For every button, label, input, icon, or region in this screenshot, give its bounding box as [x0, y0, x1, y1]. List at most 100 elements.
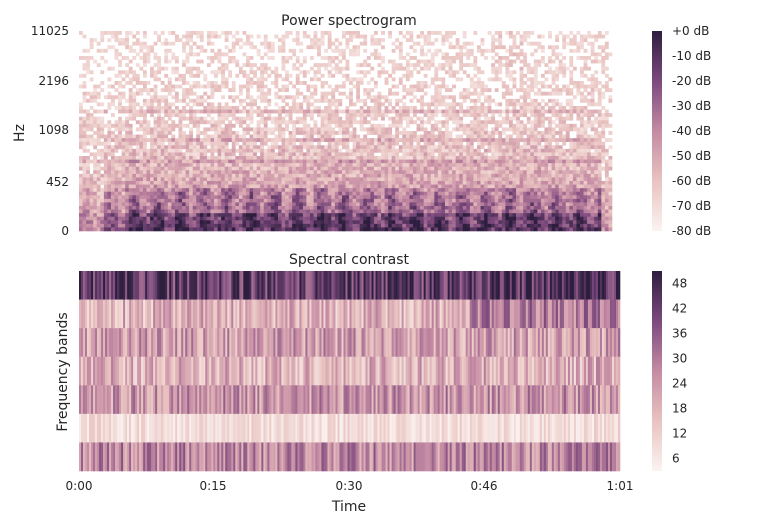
- spectrogram-cell: [242, 31, 247, 35]
- spectrogram-cell: [270, 220, 275, 225]
- spectrogram-cell: [381, 173, 385, 178]
- spectrogram-cell: [128, 59, 133, 64]
- spectrogram-cell: [253, 216, 257, 221]
- spectrogram-cell: [452, 98, 456, 103]
- spectrogram-cell: [256, 213, 261, 218]
- spectrogram-cell: [473, 63, 478, 68]
- spectrogram-cell: [459, 116, 464, 121]
- spectrogram-cell: [366, 209, 371, 214]
- spectrogram-cell: [423, 206, 428, 210]
- spectrogram-cell: [473, 170, 478, 175]
- spectrogram-cell: [409, 116, 414, 121]
- spectrogram-cell: [320, 213, 325, 218]
- spectrogram-cell: [288, 113, 293, 118]
- spectrogram-cell: [476, 213, 481, 218]
- spectrogram-cell: [356, 159, 361, 164]
- spectrogram-cell: [366, 184, 371, 189]
- spectrogram-cell: [459, 127, 464, 132]
- spectrogram-cell: [167, 41, 172, 46]
- spectrogram-cell: [178, 98, 183, 103]
- spectrogram-cell: [118, 141, 122, 146]
- spectrogram-cell: [221, 70, 225, 75]
- spectrogram-cell: [487, 206, 492, 210]
- spectrogram-cell: [466, 202, 471, 207]
- spectrogram-cell: [157, 227, 162, 232]
- spectrogram-cell: [341, 202, 346, 207]
- spectrogram-cell: [484, 213, 488, 218]
- spectrogram-cell: [189, 216, 193, 221]
- spectrogram-cell: [167, 127, 172, 132]
- spectrogram-cell: [96, 195, 101, 200]
- spectrogram-cell: [107, 206, 112, 210]
- spectrogram-cell: [203, 181, 208, 185]
- spectrogram-cell: [427, 191, 432, 196]
- spectrogram-cell: [349, 109, 353, 114]
- spectrogram-cell: [89, 177, 94, 182]
- spectrogram-cell: [473, 109, 478, 114]
- spectrogram-cell: [125, 166, 130, 171]
- spectrogram-cell: [277, 145, 282, 150]
- spectrogram-cell: [484, 48, 488, 53]
- spectrogram-cell: [295, 138, 300, 143]
- spectrogram-cell: [235, 109, 240, 114]
- spectrogram-cell: [476, 206, 481, 210]
- spectrogram-cell: [331, 202, 336, 207]
- spectrogram-cell: [455, 195, 460, 200]
- spectrogram-cell: [306, 145, 311, 150]
- spectrogram-cell: [391, 59, 396, 64]
- spectrogram-cell: [327, 91, 332, 96]
- spectrogram-cell: [473, 156, 478, 160]
- spectrogram-cell: [224, 191, 229, 196]
- spectrogram-cell: [164, 138, 169, 143]
- spectrogram-cell: [317, 209, 321, 214]
- spectrogram-cell: [146, 59, 151, 64]
- spectrogram-cell: [281, 152, 286, 157]
- spectrogram-cell: [246, 77, 250, 82]
- spectrogram-cell: [153, 134, 158, 139]
- spectrogram-cell: [491, 141, 496, 146]
- spectrogram-cell: [444, 195, 449, 200]
- spectrogram-cell: [345, 120, 350, 125]
- spectrogram-cell: [349, 191, 353, 196]
- spectrogram-cell: [395, 120, 400, 125]
- spectrogram-cell: [139, 184, 144, 189]
- spectrogram-cell: [292, 148, 297, 153]
- spectrogram-cell: [82, 81, 87, 85]
- spectrogram-cell: [199, 181, 204, 185]
- spectrogram-cell: [128, 106, 133, 110]
- spectrogram-cell: [341, 170, 346, 175]
- spectrogram-cell: [118, 173, 122, 178]
- spectrogram-cell: [246, 163, 250, 168]
- spectrogram-cell: [185, 81, 190, 85]
- spectrogram-cell: [359, 220, 364, 225]
- spectrogram-cell: [455, 138, 460, 143]
- spectrogram-cell: [469, 106, 474, 110]
- spectrogram-cell: [402, 206, 407, 210]
- spectrogram-cell: [174, 156, 179, 160]
- spectrogram-cell: [452, 116, 456, 121]
- spectrogram-cell: [384, 188, 389, 193]
- spectrogram-cell: [260, 184, 265, 189]
- spectrogram-cell: [320, 113, 325, 118]
- spectrogram-cell: [366, 216, 371, 221]
- spectrogram-cell: [391, 227, 396, 232]
- spectrogram-cell: [221, 77, 225, 82]
- spectrogram-cell: [430, 56, 435, 60]
- spectrogram-cell: [174, 163, 179, 168]
- spectrogram-cell: [448, 145, 453, 150]
- spectrogram-cell: [221, 81, 225, 85]
- spectrogram-cell: [224, 127, 229, 132]
- spectrogram-cell: [448, 31, 453, 35]
- spectrogram-cell: [484, 116, 488, 121]
- spectrogram-cell: [494, 152, 499, 157]
- spectrogram-cell: [484, 163, 488, 168]
- spectrogram-cell: [270, 138, 275, 143]
- spectrogram-cell: [221, 63, 225, 68]
- spectrogram-cell: [270, 170, 275, 175]
- spectrogram-cell: [224, 106, 229, 110]
- spectrogram-cell: [231, 209, 236, 214]
- spectrogram-cell: [459, 123, 464, 128]
- spectrogram-cell: [189, 184, 193, 189]
- spectrogram-cell: [185, 70, 190, 75]
- spectrogram-cell: [313, 88, 318, 93]
